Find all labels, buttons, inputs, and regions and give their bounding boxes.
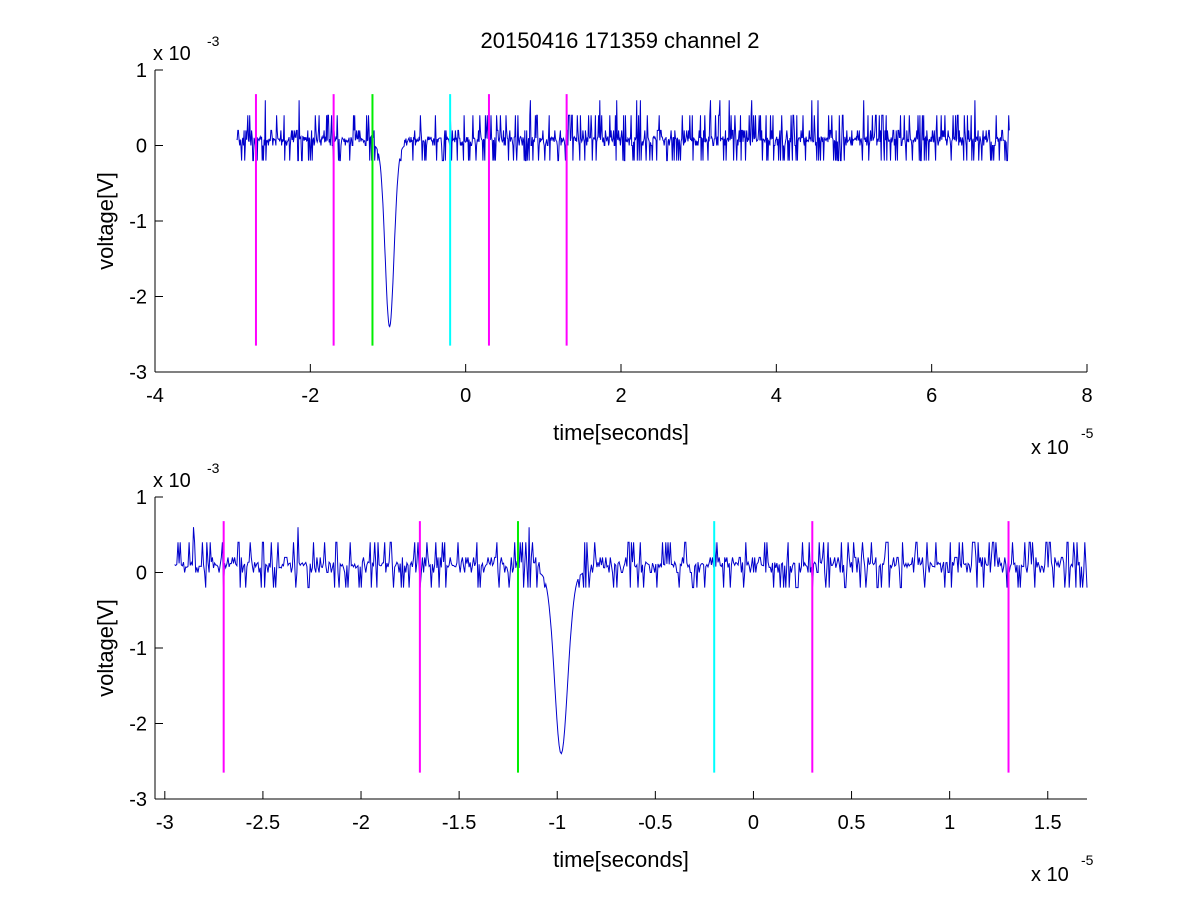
x-exponent-multiplier: x 10 <box>1031 437 1069 459</box>
y-tick-label: -1 <box>129 638 147 660</box>
x-tick-label: -2 <box>301 385 319 407</box>
x-tick-label: 8 <box>1081 385 1092 407</box>
y-tick-label: -2 <box>129 287 147 309</box>
x-tick-label: 6 <box>926 385 937 407</box>
y-tick-label: -1 <box>129 211 147 233</box>
y-tick-label: 0 <box>136 563 147 585</box>
x-tick-label: -3 <box>156 812 174 834</box>
x-axis-label: time[seconds] <box>553 420 689 445</box>
figure-title: 20150416 171359 channel 2 <box>481 28 760 53</box>
x-tick-label: -2 <box>352 812 370 834</box>
x-tick-label: 0 <box>460 385 471 407</box>
x-tick-label: -1.5 <box>442 812 476 834</box>
signal-trace <box>174 527 1088 755</box>
y-exponent-multiplier: x 10 <box>153 43 191 65</box>
x-tick-label: 2 <box>615 385 626 407</box>
x-exponent: -5 <box>1081 425 1094 441</box>
x-tick-label: 0 <box>748 812 759 834</box>
x-tick-label: -0.5 <box>638 812 672 834</box>
y-tick-label: -3 <box>129 362 147 384</box>
y-tick-label: 1 <box>136 60 147 82</box>
bottom-subplot: -3 -2 -1 0 1 -3 -2.5 -2 -1.5 -1 -0.5 0 0.5 1 1.5 time[s… <box>93 460 1094 886</box>
x-tick-label: -1 <box>548 812 566 834</box>
x-tick-label: 0.5 <box>838 812 866 834</box>
x-tick-label: -4 <box>146 385 164 407</box>
y-axis-label: voltage[V] <box>93 172 118 270</box>
x-axis-label: time[seconds] <box>553 847 689 872</box>
y-exponent: -3 <box>207 460 220 476</box>
signal-trace <box>236 100 1010 328</box>
y-tick-label: -3 <box>129 789 147 811</box>
y-axis-label: voltage[V] <box>93 599 118 697</box>
x-tick-label: -2.5 <box>246 812 280 834</box>
y-tick-label: 0 <box>136 136 147 158</box>
top-subplot: -3 -2 -1 0 1 -4 -2 0 2 4 6 8 time[seconds] voltage[V]… <box>93 33 1094 459</box>
x-tick-label: 1.5 <box>1034 812 1062 834</box>
x-tick-label: 4 <box>771 385 782 407</box>
x-exponent-multiplier: x 10 <box>1031 864 1069 886</box>
x-exponent: -5 <box>1081 852 1094 868</box>
y-tick-label: 1 <box>136 487 147 509</box>
x-tick-label: 1 <box>944 812 955 834</box>
y-exponent: -3 <box>207 33 220 49</box>
y-exponent-multiplier: x 10 <box>153 470 191 492</box>
y-tick-label: -2 <box>129 714 147 736</box>
